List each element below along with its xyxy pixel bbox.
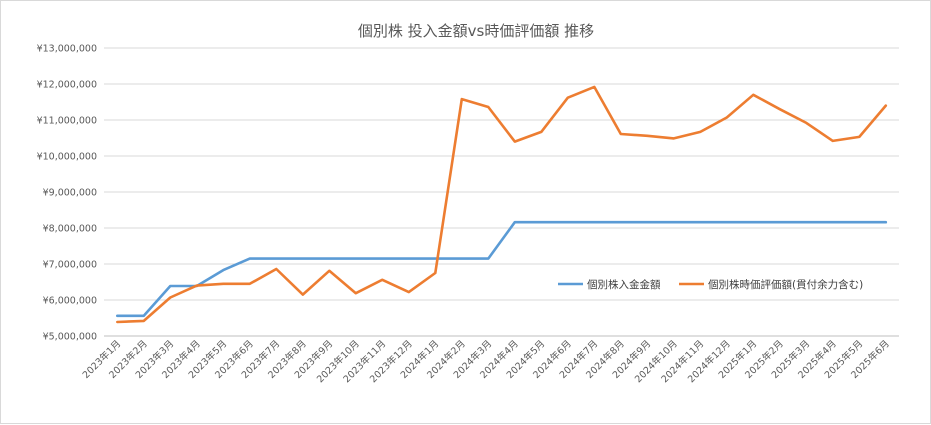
y-tick-label: ¥13,000,000	[37, 44, 97, 55]
y-tick-label: ¥9,000,000	[43, 188, 97, 199]
y-tick-label: ¥11,000,000	[37, 116, 97, 127]
legend-label-investment: 個別株入金金額	[587, 278, 661, 291]
legend-label-market-value: 個別株時価評価額(貫付余力含む)	[708, 278, 863, 291]
x-axis: 2023年1月2023年2月2023年3月2023年4月2023年5月2023年…	[80, 338, 892, 386]
y-axis: ¥5,000,000 ¥6,000,000 ¥7,000,000 ¥8,000,000…	[37, 44, 97, 343]
series-lines	[116, 85, 888, 324]
y-tick-label: ¥12,000,000	[37, 80, 97, 91]
chart-title: 個別株 投入金額vs時価評価額 推移	[358, 22, 594, 40]
series-line-market-value	[116, 85, 888, 324]
legend: 個別株入金金額 個別株時価評価額(貫付余力含む)	[558, 278, 863, 291]
series-line-investment	[116, 220, 888, 318]
y-tick-label: ¥8,000,000	[43, 224, 97, 235]
y-tick-label: ¥7,000,000	[43, 260, 97, 271]
y-tick-label: ¥5,000,000	[43, 332, 97, 343]
y-tick-label: ¥6,000,000	[43, 296, 97, 307]
gridlines	[104, 47, 899, 337]
y-tick-label: ¥10,000,000	[37, 152, 97, 163]
